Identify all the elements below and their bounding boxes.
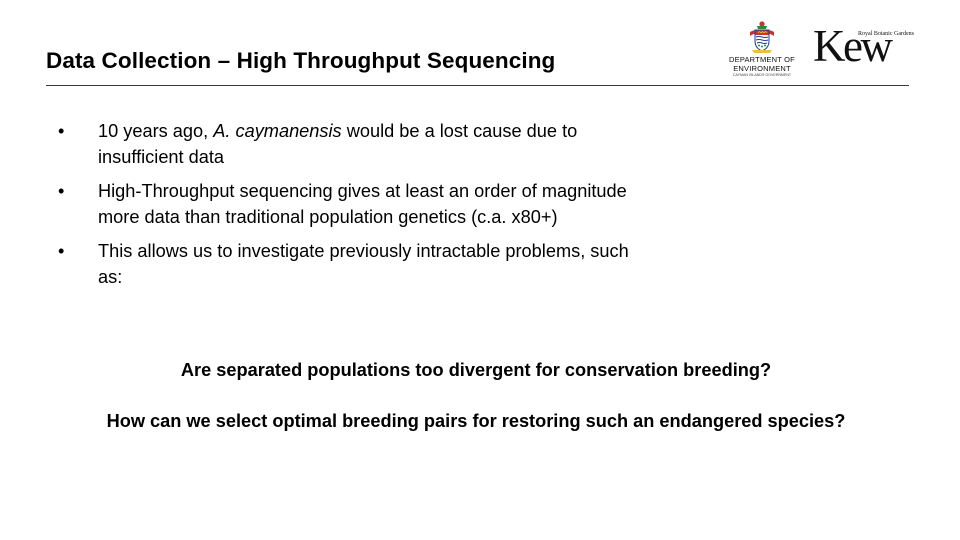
slide-title: Data Collection – High Throughput Sequen… bbox=[46, 48, 556, 73]
doe-logo-line2: ENVIRONMENT bbox=[733, 64, 791, 73]
bullet-marker: • bbox=[58, 121, 65, 141]
bullet-text: 10 years ago, A. caymanensis would be a … bbox=[98, 121, 578, 167]
kew-logo-subtitle: Royal Botanic Gardens bbox=[858, 31, 914, 37]
doe-logo-line3: CAYMAN ISLANDS GOVERNMENT bbox=[732, 73, 792, 77]
kew-logo-wordmark: Kew bbox=[813, 21, 893, 71]
department-of-environment-logo: DEPARTMENT OF ENVIRONMENT CAYMAN ISLANDS… bbox=[728, 20, 796, 80]
bullet-text: This allows us to investigate previously… bbox=[98, 241, 629, 287]
bullet-list: • 10 years ago, A. caymanensis would be … bbox=[58, 118, 658, 298]
bullet-item: • 10 years ago, A. caymanensis would be … bbox=[58, 118, 658, 170]
bullet-marker: • bbox=[58, 241, 65, 261]
title-divider bbox=[46, 85, 909, 86]
kew-logo: Royal Botanic Gardens Kew bbox=[812, 24, 914, 74]
bullet-marker: • bbox=[58, 181, 65, 201]
bullet-text: High-Throughput sequencing gives at leas… bbox=[98, 181, 627, 227]
species-name: A. caymanensis bbox=[213, 121, 342, 141]
coat-of-arms-icon bbox=[750, 21, 774, 53]
research-question: How can we select optimal breeding pairs… bbox=[106, 411, 846, 431]
doe-logo-line1: DEPARTMENT OF bbox=[729, 55, 795, 64]
bullet-item: • This allows us to investigate previous… bbox=[58, 238, 658, 290]
bullet-item: • High-Throughput sequencing gives at le… bbox=[58, 178, 658, 230]
research-question: Are separated populations too divergent … bbox=[180, 360, 772, 380]
